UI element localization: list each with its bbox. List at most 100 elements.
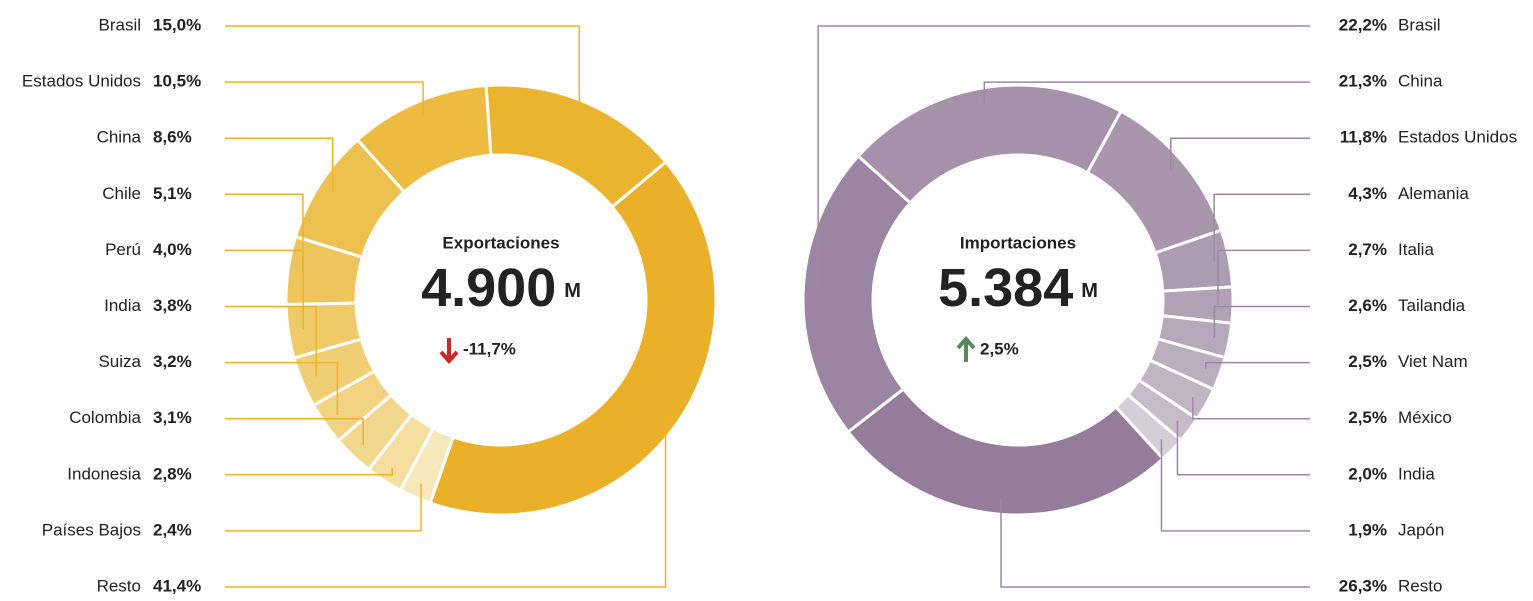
value-label: 2,0% <box>1348 464 1387 483</box>
category-label: Colombia <box>69 408 141 427</box>
leader-line <box>1192 397 1310 420</box>
center-total: 4.900 M <box>421 258 581 318</box>
change-value: 2,5% <box>980 339 1019 358</box>
legend-row: 1,9% Japón <box>1160 439 1444 539</box>
leader-line <box>1213 193 1310 262</box>
center-total: 5.384 M <box>938 258 1098 318</box>
slice <box>856 83 1123 206</box>
category-label: Japón <box>1398 520 1444 539</box>
legend-row: 2,6% Tailandia <box>1213 296 1466 338</box>
slice <box>428 159 718 517</box>
legend-row: 22,2% Brasil <box>817 15 1441 293</box>
value-label: 10,5% <box>153 72 201 91</box>
value-label: 2,6% <box>1348 296 1387 315</box>
leader-line <box>1205 361 1310 369</box>
legend-row: Colombia 3,1% <box>69 408 364 445</box>
value-label: 4,3% <box>1348 184 1387 203</box>
total-unit: M <box>564 280 581 302</box>
leader-line <box>1170 137 1310 171</box>
category-label: México <box>1398 408 1452 427</box>
leader-line <box>1213 305 1310 338</box>
legend-row: 26,3% Resto <box>1000 499 1442 595</box>
category-label: Brasil <box>1398 15 1441 34</box>
leader-line <box>1217 249 1310 305</box>
leader-line <box>1176 420 1310 476</box>
legend-row: Chile 5,1% <box>102 184 304 273</box>
value-label: 2,5% <box>1348 352 1387 371</box>
leader-line <box>225 417 364 445</box>
category-label: Italia <box>1398 240 1434 259</box>
slice <box>846 386 1166 517</box>
category-label: Suiza <box>98 352 141 371</box>
category-label: Indonesia <box>67 464 141 483</box>
leader-line <box>1160 439 1310 532</box>
value-label: 5,1% <box>153 184 192 203</box>
legend-row: Brasil 15,0% <box>98 15 580 116</box>
legend-row: 2,5% Viet Nam <box>1205 352 1468 371</box>
value-label: 26,3% <box>1339 576 1387 595</box>
value-label: 3,1% <box>153 408 192 427</box>
value-label: 21,3% <box>1339 72 1387 91</box>
slice <box>801 154 913 434</box>
leader-line <box>225 305 317 377</box>
value-label: 8,6% <box>153 128 192 147</box>
leader-line <box>225 483 422 532</box>
category-label: Perú <box>105 240 141 259</box>
category-label: Chile <box>102 184 141 203</box>
leader-line <box>225 467 394 476</box>
value-label: 2,4% <box>153 520 192 539</box>
total-value: 4.900 <box>421 258 556 318</box>
category-label: Resto <box>1398 576 1442 595</box>
value-label: 4,0% <box>153 240 192 259</box>
legend-row: 2,5% México <box>1192 397 1452 427</box>
legend-row: Países Bajos 2,4% <box>42 483 422 539</box>
legend-row: 21,3% China <box>983 72 1443 103</box>
change-arrow <box>956 335 976 362</box>
value-label: 1,9% <box>1348 520 1387 539</box>
change-arrow <box>439 338 459 365</box>
legend-row: 2,0% India <box>1176 420 1435 483</box>
center-title: Exportaciones <box>442 233 559 252</box>
category-label: Alemania <box>1398 184 1469 203</box>
total-value: 5.384 <box>938 258 1073 318</box>
legend-row: Estados Unidos 10,5% <box>22 72 424 116</box>
leader-line <box>1000 499 1310 588</box>
leader-line <box>225 25 580 116</box>
value-label: 2,7% <box>1348 240 1387 259</box>
legend-row: China 8,6% <box>97 128 334 193</box>
category-label: Estados Unidos <box>1398 128 1517 147</box>
category-label: India <box>1398 464 1435 483</box>
change-value: -11,7% <box>463 339 516 358</box>
value-label: 2,8% <box>153 464 192 483</box>
leader-line <box>817 25 1310 293</box>
category-label: Estados Unidos <box>22 72 141 91</box>
value-label: 11,8% <box>1340 128 1387 147</box>
category-label: China <box>1398 72 1443 91</box>
legend-row: Indonesia 2,8% <box>67 464 394 483</box>
leader-line <box>225 249 304 330</box>
legend-row: Suiza 3,2% <box>98 352 339 415</box>
legend-row: 11,8% Estados Unidos <box>1170 128 1517 171</box>
legend-row: Resto 41,4% <box>97 413 667 595</box>
legend-row: 4,3% Alemania <box>1213 184 1469 262</box>
legend-row: Perú 4,0% <box>105 240 304 330</box>
category-label: Resto <box>97 576 141 595</box>
legend-row: India 3,8% <box>104 296 317 377</box>
category-label: Tailandia <box>1398 296 1466 315</box>
leader-line <box>225 81 424 116</box>
value-label: 41,4% <box>153 576 201 595</box>
category-label: India <box>104 296 141 315</box>
leader-line <box>225 193 304 273</box>
category-label: Brasil <box>98 15 141 34</box>
center-title: Importaciones <box>960 233 1076 252</box>
leader-line <box>225 361 339 415</box>
value-label: 15,0% <box>153 15 201 34</box>
total-unit: M <box>1081 280 1098 302</box>
leader-line <box>225 137 334 193</box>
value-label: 3,8% <box>153 296 192 315</box>
value-label: 22,2% <box>1339 15 1387 34</box>
value-label: 3,2% <box>153 352 192 371</box>
leader-line <box>225 413 667 588</box>
leader-line <box>983 81 1310 103</box>
